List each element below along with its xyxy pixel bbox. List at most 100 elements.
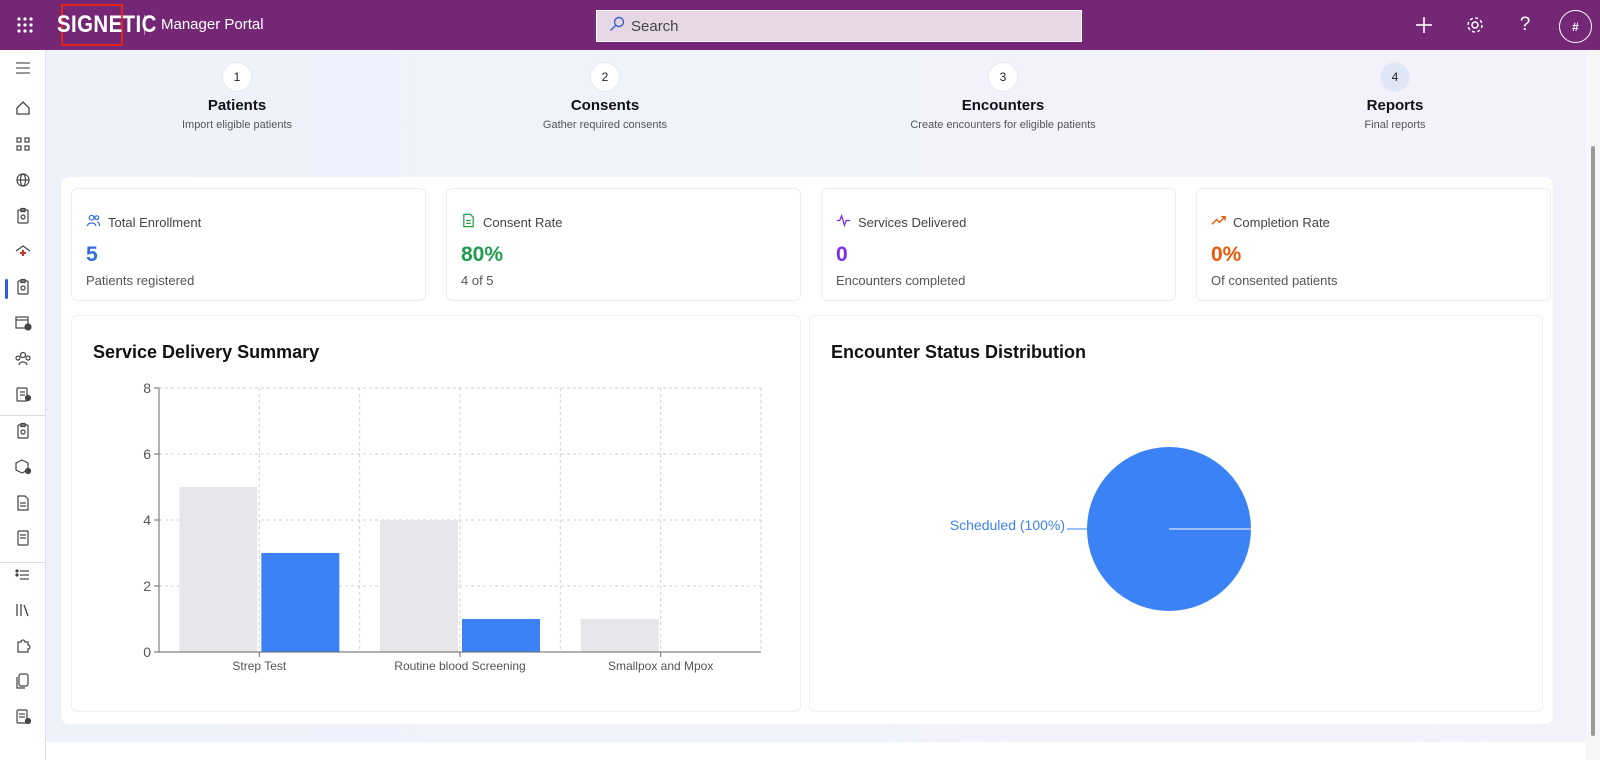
sidebar-item-3[interactable] [0,167,46,197]
globe-icon [14,171,32,194]
copy-icon [14,672,32,695]
bar-strep-test-series-0[interactable] [179,487,258,652]
menu-icon [14,59,32,82]
stat-label: Consent Rate [483,214,563,230]
clinic-icon [14,242,32,265]
wizard-step-reports[interactable]: 4 Reports Final reports [1245,63,1545,131]
stat-caption: 4 of 5 [461,273,494,288]
search-input[interactable]: Search [631,17,679,35]
stat-card-services-delivered: Services Delivered 0 Encounters completed [821,188,1176,301]
x-tick-label: Routine blood Screening [394,659,525,673]
sidebar-item-5[interactable] [0,238,46,268]
bar-routine-blood-screening-series-1[interactable] [462,619,540,652]
logo-text: SIGNETIC [57,11,157,38]
sidebar-item-0[interactable] [0,55,46,85]
x-tick-label: Strep Test [232,659,286,673]
sidebar-item-2[interactable] [0,131,46,161]
stat-caption: Encounters completed [836,273,966,288]
add-icon[interactable] [1409,10,1439,40]
app-title[interactable]: Manager Portal [161,16,264,33]
left-nav [0,50,46,760]
step-subtitle: Import eligible patients [181,119,293,131]
step-title: Patients [207,97,267,114]
bar-routine-blood-screening-series-0[interactable] [380,520,458,652]
sidebar-item-13[interactable] [0,525,46,555]
y-tick-label: 8 [143,380,151,396]
home-icon [14,99,32,122]
help-icon[interactable]: ? [1519,14,1531,35]
sidebar-item-15[interactable] [0,597,46,627]
list-icon [14,566,32,589]
y-tick-label: 4 [143,512,151,528]
step-title: Consents [570,97,640,114]
stat-card-completion-rate: Completion Rate 0% Of consented patients [1196,188,1551,301]
pie-label: Scheduled (100%) [950,517,1065,533]
search-box[interactable]: Search [596,10,1082,42]
sidebar-item-10[interactable] [0,418,46,448]
y-tick-label: 6 [143,446,151,462]
encounter-status-title: Encounter Status Distribution [831,342,1087,362]
search-icon [609,16,625,37]
gear-icon[interactable] [1460,10,1490,40]
y-tick-label: 2 [143,578,151,594]
bar-chart: Strep Test Routine blood Screening Smallpo… [143,380,762,673]
sidebar-item-6[interactable] [0,274,46,304]
x-tick-label: Smallpox and Mpox [608,659,713,673]
stat-caption: Patients registered [86,273,195,288]
stat-value: 0% [1211,243,1242,266]
step-number: 3 [989,63,1017,91]
sidebar-item-14[interactable] [0,562,46,592]
scrollbar[interactable] [1586,50,1600,760]
trending-up-icon [1211,213,1226,231]
document-icon [14,494,32,517]
step-number: 1 [223,63,251,91]
sidebar-item-12[interactable] [0,490,46,520]
stat-caption: Of consented patients [1211,273,1338,288]
calendar-icon [14,314,32,337]
sidebar-item-18[interactable] [0,704,46,734]
people-icon [86,213,101,231]
scrollbar-thumb[interactable] [1591,146,1595,736]
step-subtitle: Create encounters for eligible patients [910,119,1096,131]
sidebar-item-4[interactable] [0,203,46,233]
stat-value: 0 [836,243,848,266]
clipboard-icon [14,207,32,230]
service-delivery-title: Service Delivery Summary [93,342,320,362]
task-icon [14,385,32,408]
sidebar-item-1[interactable] [0,95,46,125]
step-title: Reports [1366,97,1424,114]
dashboard-panel: Total Enrollment 5 Patients registered Cons… [61,177,1553,724]
sidebar-item-17[interactable] [0,668,46,698]
step-number: 2 [591,63,619,91]
document-icon [461,213,476,231]
brand-logo[interactable]: SIGNETIC [57,4,174,46]
bar-smallpox-and-mpox-series-0[interactable] [580,619,659,652]
sidebar-item-16[interactable] [0,633,46,663]
top-bar: SIGNETIC Manager Portal Search ? # [0,0,1600,50]
activity-icon [836,213,851,231]
library-icon [14,601,32,624]
encounter-status-card: Encounter Status Distribution Scheduled … [809,315,1543,712]
bar-grid [159,387,762,652]
sidebar-item-8[interactable] [0,346,46,376]
app-launcher-icon[interactable] [0,0,50,50]
stat-value: 80% [461,243,504,266]
sidebar-item-7[interactable] [0,310,46,340]
stat-value: 5 [86,243,98,266]
stat-label: Services Delivered [858,214,967,230]
step-title: Encounters [961,97,1045,114]
wizard-step-encounters[interactable]: 3 Encounters Create encounters for eligibl… [853,63,1153,131]
clipboard-icon [14,422,32,445]
bar-strep-test-series-1[interactable] [261,553,340,652]
report-icon [14,708,32,731]
sidebar-item-9[interactable] [0,381,46,411]
puzzle-icon [14,637,32,660]
avatar[interactable]: # [1559,10,1592,43]
footer-strip [46,742,1586,760]
wizard-step-consents[interactable]: 2 Consents Gather required consents [455,63,755,131]
logo-frame [61,4,123,46]
wizard-step-patients[interactable]: 1 Patients Import eligible patients [87,63,387,131]
step-subtitle: Final reports [1364,119,1426,131]
sidebar-item-11[interactable] [0,454,46,484]
stat-label: Completion Rate [1233,214,1330,230]
